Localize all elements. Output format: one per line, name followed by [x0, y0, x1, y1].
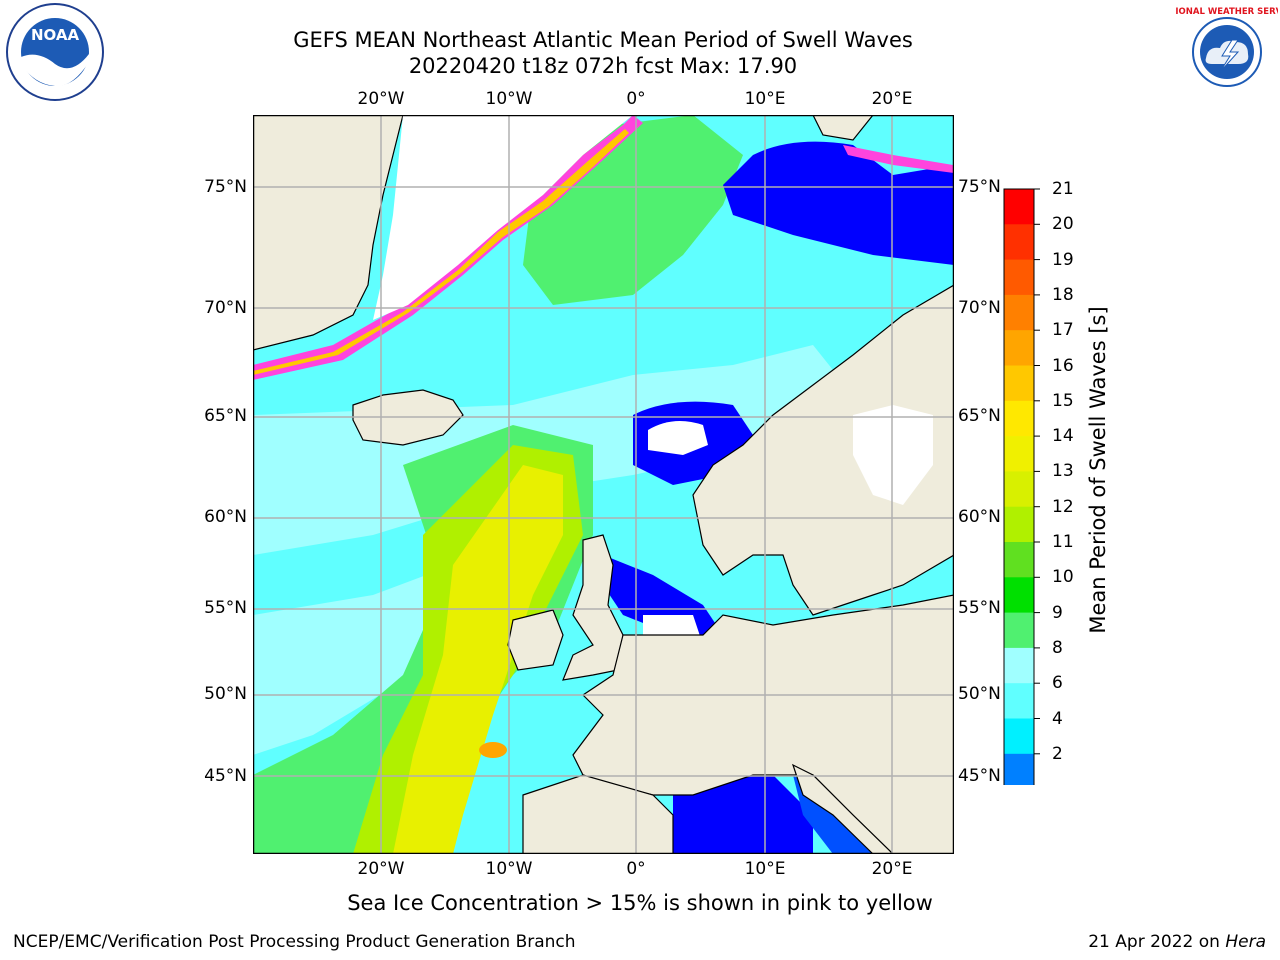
no-data-patch [648, 421, 708, 455]
colorbar-segment [1004, 294, 1034, 331]
colorbar [1003, 188, 1040, 785]
lon-label-top-20e: 20°E [871, 89, 913, 109]
colorbar-frame [1003, 188, 1035, 785]
colorbar-tick-label: 2 [1052, 743, 1063, 764]
lat-label-left-65n: 65°N [204, 406, 247, 426]
sea-ice-edge-barents [843, 145, 954, 173]
lat-label-left-75n: 75°N [204, 177, 247, 197]
land-scandinavia [692, 284, 954, 616]
lat-label-right-70n: 70°N [958, 298, 1001, 318]
lon-label-bottom-0: 0° [626, 859, 646, 879]
colorbar-segment [1004, 612, 1034, 649]
colorbar-segment [1004, 471, 1034, 508]
colorbar-tick-label: 19 [1052, 249, 1074, 270]
colorbar-segment [1004, 224, 1034, 261]
swell-band-14s [393, 465, 563, 854]
map-gridlines [253, 115, 954, 854]
nws-logo: NATIONAL WEATHER SERVICE [1176, 4, 1278, 100]
land-italy [791, 763, 894, 854]
colorbar-tick-label: 4 [1052, 708, 1063, 729]
colorbar-segment [1004, 436, 1034, 472]
run-date: 21 Apr 2022 on [1088, 932, 1226, 952]
run-date-stamp: 21 Apr 2022 on Hera [1088, 932, 1266, 952]
lat-label-left-55n: 55°N [204, 598, 247, 618]
map-title-line2: 20220420 t18z 072h fcst Max: 17.90 [408, 54, 798, 78]
sea-ice-edge [253, 115, 643, 380]
lon-label-bottom-20w: 20°W [357, 859, 405, 879]
colorbar-tick-label: 21 [1052, 179, 1074, 199]
noaa-logo: NOAA [6, 3, 104, 101]
colorbar-segment [1004, 189, 1034, 225]
colorbar-segment [1004, 542, 1034, 578]
colorbar-tick-label: 9 [1052, 602, 1063, 623]
low-period-barents [723, 141, 954, 265]
lat-label-left-70n: 70°N [204, 298, 247, 318]
colorbar-tick-label: 11 [1052, 532, 1074, 552]
land-blank-finland [853, 405, 933, 505]
colorbar-tick-label: 16 [1052, 355, 1074, 376]
colorbar-segment [1004, 400, 1034, 437]
colorbar-segment [1004, 647, 1034, 684]
lat-label-left-60n: 60°N [204, 507, 247, 527]
land-ireland [507, 609, 564, 671]
land-svalbard [812, 115, 874, 141]
colorbar-tick-label: 18 [1052, 284, 1074, 305]
colorbar-tick-label: 20 [1052, 214, 1074, 235]
noaa-logo-text: NOAA [31, 26, 80, 44]
colorbar-tick-label: 8 [1052, 637, 1063, 658]
colorbar-segment [1004, 718, 1034, 755]
colorbar-tick-label: 13 [1052, 461, 1074, 482]
swell-max-spot [479, 742, 507, 758]
lon-label-top-10e: 10°E [744, 89, 786, 109]
colorbar-label: Mean Period of Swell Waves [s] [1086, 306, 1110, 634]
lat-label-right-55n: 55°N [958, 598, 1001, 618]
sea-ice-note-text: Sea Ice Concentration > 15% is shown in … [347, 891, 933, 915]
lat-label-left-45n: 45°N [204, 766, 247, 786]
colorbar-segment [1004, 330, 1034, 366]
lat-label-right-50n: 50°N [958, 684, 1001, 704]
colorbar-tick-label: 14 [1052, 426, 1074, 447]
colorbar-tick-label: 6 [1052, 673, 1063, 694]
sea-ice-note: Sea Ice Concentration > 15% is shown in … [0, 891, 1280, 915]
lon-label-bottom-10w: 10°W [485, 859, 533, 879]
land-greenland [253, 115, 404, 351]
land-great-britain [562, 534, 624, 681]
colorbar-segment [1004, 365, 1034, 402]
colorbar-segment [1004, 683, 1034, 719]
colorbar-tick-label: 12 [1052, 496, 1074, 517]
lon-label-top-20w: 20°W [357, 89, 405, 109]
lon-label-top-0: 0° [626, 89, 646, 109]
low-period-mediterranean [673, 770, 813, 854]
colorbar-tick-label: 17 [1052, 320, 1074, 341]
colorbar-segment [1004, 259, 1034, 296]
colorbar-segment [1004, 577, 1034, 614]
lon-label-bottom-10e: 10°E [744, 859, 786, 879]
producer-credit: NCEP/EMC/Verification Post Processing Pr… [13, 932, 576, 952]
lat-label-right-60n: 60°N [958, 507, 1001, 527]
lat-label-left-50n: 50°N [204, 684, 247, 704]
map-title-line1: GEFS MEAN Northeast Atlantic Mean Period… [293, 28, 913, 52]
lat-label-right-75n: 75°N [958, 177, 1001, 197]
lon-label-top-10w: 10°W [485, 89, 533, 109]
lon-label-bottom-20e: 20°E [871, 859, 913, 879]
swell-period-map [253, 115, 954, 854]
nws-logo-text: NATIONAL WEATHER SERVICE [1176, 7, 1278, 17]
greenland-ice-interior [373, 115, 633, 320]
lat-label-right-45n: 45°N [958, 766, 1001, 786]
colorbar-segment [1004, 506, 1034, 543]
colorbar-tick-label: 15 [1052, 390, 1074, 411]
colorbar-segment [1004, 753, 1034, 785]
colorbar-tick-label: 10 [1052, 567, 1074, 588]
host-name: Hera [1225, 932, 1266, 952]
lat-label-right-65n: 65°N [958, 406, 1001, 426]
map-frame [253, 115, 954, 854]
